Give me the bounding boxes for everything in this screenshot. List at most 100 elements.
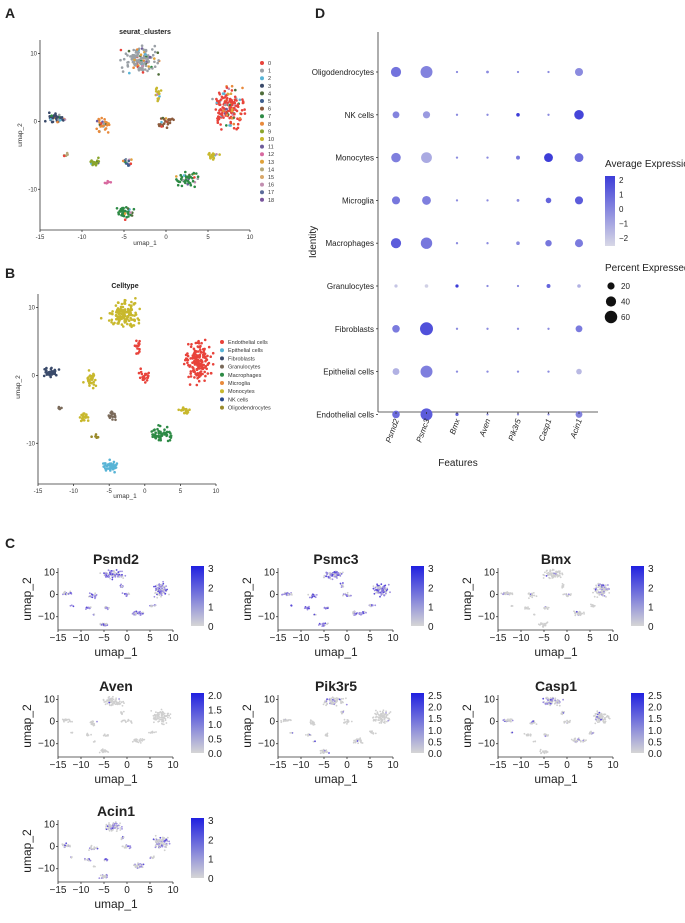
feature-label: Casp1	[537, 418, 553, 443]
umap-point	[218, 109, 221, 112]
umap-point	[196, 372, 200, 376]
umap-point	[105, 607, 107, 610]
umap-point	[104, 462, 107, 465]
umap-point	[537, 623, 540, 626]
legend-label: 0	[268, 61, 271, 67]
umap-point	[163, 849, 166, 852]
umap-point	[215, 99, 219, 103]
umap-point	[86, 378, 90, 381]
x-tick-label: 0	[124, 633, 130, 644]
umap-point	[545, 697, 547, 699]
umap-point	[322, 576, 325, 579]
umap-point	[132, 48, 135, 52]
umap-point	[561, 710, 564, 713]
umap-point	[106, 702, 109, 705]
umap-point	[78, 416, 82, 419]
umap-point	[575, 610, 578, 613]
umap-point	[193, 376, 196, 379]
umap-point	[168, 593, 170, 596]
umap-point	[151, 435, 154, 439]
umap-point	[230, 109, 234, 113]
umap-point	[163, 428, 166, 431]
dot	[574, 196, 584, 205]
umap-point	[560, 712, 563, 714]
dot	[420, 66, 433, 78]
umap-point	[335, 699, 338, 702]
umap-point	[502, 593, 504, 596]
umap-point	[383, 718, 386, 720]
umap-point	[183, 411, 186, 415]
panel-letter-b: B	[5, 265, 16, 281]
umap-point	[197, 350, 200, 353]
umap-point	[157, 424, 160, 427]
umap-point	[326, 698, 328, 700]
feature-title: Bmx	[541, 551, 572, 567]
umap-point	[71, 731, 74, 734]
umap-point	[90, 847, 93, 850]
umap-point	[306, 608, 309, 611]
umap-point	[156, 427, 159, 431]
umap-point	[161, 839, 164, 842]
umap-point	[121, 828, 123, 830]
umap-point	[121, 305, 125, 309]
umap-point	[196, 175, 200, 178]
umap-point	[369, 603, 371, 606]
umap-point	[121, 573, 123, 576]
umap-point	[227, 93, 230, 96]
identity-label: Oligodendrocytes	[312, 68, 374, 77]
umap-point	[329, 576, 331, 578]
legend-swatch	[260, 159, 264, 164]
umap-point	[163, 723, 165, 726]
umap-point	[158, 591, 161, 594]
umap-point	[79, 419, 83, 423]
umap-point	[195, 172, 198, 175]
umap-point	[605, 588, 608, 590]
scale-tick-label: 0.5	[428, 737, 442, 748]
umap-point	[554, 575, 557, 578]
umap-point	[547, 697, 550, 700]
umap-point	[99, 125, 102, 128]
umap-point	[189, 357, 192, 360]
umap-point	[67, 721, 70, 723]
dot	[547, 70, 550, 74]
umap-point	[137, 371, 141, 375]
panel-letter-d: D	[315, 5, 326, 21]
umap-point	[198, 356, 201, 359]
umap-point	[126, 207, 130, 210]
umap-point	[107, 467, 110, 470]
umap-point	[88, 381, 91, 385]
feature-title: Acin1	[97, 803, 135, 819]
umap-point	[206, 372, 210, 375]
umap-point	[153, 595, 156, 598]
umap-point	[382, 591, 385, 594]
umap-point	[112, 695, 114, 698]
feature-umap: −15 −10 −5 0 5 10 10 0 −10	[478, 567, 619, 644]
umap-point	[389, 591, 391, 594]
umap-point	[379, 585, 382, 588]
umap-point	[153, 50, 157, 54]
size-swatch	[605, 296, 617, 307]
umap-point	[162, 122, 166, 125]
umap-point	[110, 570, 113, 572]
x-tick-label: −15	[270, 760, 287, 771]
umap-point	[203, 379, 206, 382]
umap-point	[160, 594, 163, 596]
legend-label: 3	[268, 84, 271, 90]
umap-point	[86, 732, 89, 735]
identity-label: Monocytes	[335, 154, 374, 163]
color-bar	[191, 693, 204, 753]
umap-point	[359, 737, 362, 740]
y-axis-label: umap_2	[20, 704, 34, 748]
umap-point	[145, 379, 149, 382]
umap-point	[533, 613, 536, 616]
umap-point	[169, 717, 172, 719]
umap-point	[556, 574, 559, 576]
umap-point	[65, 842, 68, 845]
x-tick-label: −10	[73, 633, 90, 644]
umap-point	[95, 435, 99, 439]
umap-point	[166, 588, 169, 591]
legend-swatch	[220, 381, 224, 385]
umap-point	[596, 710, 599, 713]
umap-point	[547, 606, 550, 609]
